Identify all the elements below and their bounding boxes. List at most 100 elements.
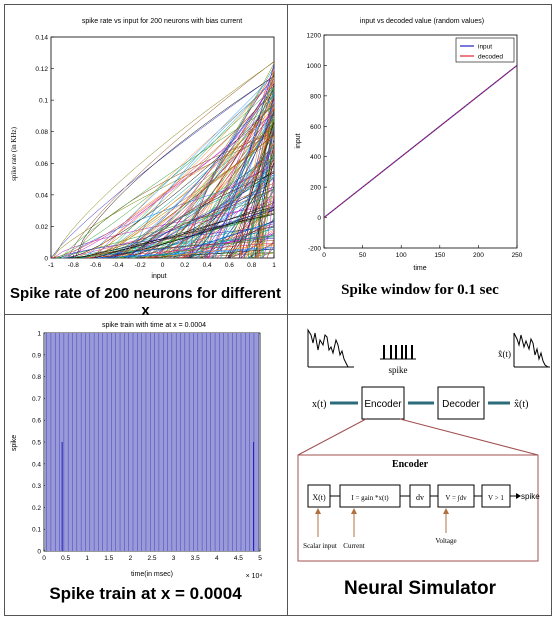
encoder-detail-box	[297, 454, 539, 562]
c1-ytick-label: 0.08	[35, 129, 48, 136]
neuron-curve	[180, 233, 275, 259]
c3-ytick-label: 0.3	[32, 483, 41, 490]
neuron-curve	[256, 118, 275, 259]
neuron-curve	[227, 132, 275, 259]
chart2-title: input vs decoded value (random values)	[360, 18, 484, 25]
block-gain-label: I = gain *x(t)	[351, 494, 389, 502]
output-signal-sketch	[513, 332, 549, 368]
caption-spike-rate: Spike rate of 200 neurons for different …	[10, 285, 281, 319]
neuron-curve	[119, 164, 275, 259]
c2-plot-frame	[323, 34, 518, 249]
c2-xtick-label: 50	[359, 252, 367, 259]
neuron-curve	[104, 112, 275, 259]
c2-ytick-label: -200	[308, 246, 321, 253]
c3-xtick-label: 5	[258, 555, 262, 562]
neuron-curve	[182, 70, 275, 259]
neuron-curve	[254, 143, 275, 259]
c3-xtick-label: 3.5	[191, 555, 200, 562]
block-dv-label: dv	[416, 493, 424, 502]
c2-xtick-label: 200	[473, 252, 484, 259]
c3-ytick-label: 0	[37, 549, 41, 556]
c1-ytick-label: 0.14	[35, 35, 48, 42]
c1-xtick-label: 0.6	[225, 262, 234, 269]
neuron-curve	[203, 104, 275, 259]
c3-xtick-label: 2	[129, 555, 133, 562]
neuron-curve	[53, 61, 275, 259]
neuron-curve	[240, 129, 275, 259]
neuron-curve	[198, 143, 275, 259]
decoder-label: Decoder	[442, 399, 480, 410]
output-xhat-label: x̂(t)	[514, 399, 528, 410]
neuron-curve	[257, 194, 275, 259]
neuron-curve	[225, 232, 275, 259]
figure-frame	[4, 4, 552, 616]
c3-xtick-label: 4.5	[234, 555, 243, 562]
c3-ytick-label: 0.5	[32, 440, 41, 447]
neuron-curve	[186, 111, 275, 259]
neuron-curve	[152, 97, 275, 259]
neuron-curve	[208, 147, 275, 259]
block-integral-label: V = ∫dv	[445, 494, 467, 502]
neuron-curve	[231, 244, 275, 259]
zoom-line-left	[297, 418, 367, 456]
neuron-curve	[117, 88, 275, 259]
neuron-curve	[267, 245, 275, 259]
neuron-curve	[76, 132, 275, 259]
c2-ytick-label: 0	[317, 215, 321, 222]
c3-xtick-label: 3	[172, 555, 176, 562]
chart3-xlabel: time(in msec)	[131, 571, 173, 578]
neuron-curve	[138, 164, 275, 259]
neuron-curve	[176, 66, 275, 259]
block-threshold-label: V > 1	[488, 494, 504, 502]
c3-xtick-label: 1	[85, 555, 89, 562]
zoom-line-right	[399, 418, 539, 456]
c1-xtick-label: -0.4	[112, 262, 124, 269]
neuron-curve	[201, 121, 275, 259]
c1-ytick-label: 0.1	[39, 98, 48, 105]
neuron-curve	[96, 112, 275, 259]
neuron-curve	[62, 104, 275, 259]
legend-label-input: input	[478, 44, 492, 51]
c1-xtick-label: 0	[161, 262, 165, 269]
c1-xtick-label: 0.8	[247, 262, 256, 269]
chart3-title: spike train with time at x = 0.0004	[102, 322, 206, 329]
neuron-curve	[76, 188, 275, 259]
input-x-label: x(t)	[312, 399, 326, 410]
neuron-curve	[233, 200, 275, 259]
spike-sketch	[380, 345, 416, 360]
neuron-curve	[175, 221, 275, 259]
neural-simulator-diagram: spike x̂(t) x(t) Encoder Decoder x̂(t) E…	[297, 328, 550, 562]
neuron-curve	[137, 172, 275, 259]
neuron-curve	[229, 96, 275, 259]
neuron-curve	[138, 78, 275, 259]
c2-xtick-label: 100	[396, 252, 407, 259]
encoder-box	[361, 386, 405, 420]
neuron-curve	[134, 156, 275, 259]
neuron-curve	[262, 184, 275, 259]
legend-box	[455, 37, 515, 63]
spike-fill	[45, 333, 259, 551]
neuron-curve	[94, 206, 275, 259]
chart3-ylabel: spike	[11, 435, 18, 451]
neuron-curve	[187, 96, 275, 259]
neuron-curve	[74, 76, 275, 259]
neuron-curve	[78, 189, 275, 259]
spike-output-label: spike	[521, 492, 540, 501]
neuron-curve	[94, 136, 275, 259]
neuron-curve	[117, 134, 275, 259]
c1-xtick-label: 0.2	[180, 262, 189, 269]
c3-ytick-label: 1	[37, 331, 41, 338]
c3-ytick-label: 0.4	[32, 461, 41, 468]
neuron-curve	[258, 147, 275, 259]
output-signal-label: x̂(t)	[498, 349, 511, 359]
neuron-curve	[125, 83, 275, 259]
c3-xtick-label: 0	[42, 555, 46, 562]
c3-ytick-label: 0.2	[32, 505, 41, 512]
neuron-curve	[101, 78, 275, 259]
neuron-curve	[94, 113, 275, 259]
c3-xtick-label: 2.5	[147, 555, 156, 562]
input-decoded-chart: input vs decoded value (random values) 0…	[295, 18, 523, 272]
neuron-curve	[145, 243, 275, 259]
neuron-curve	[60, 105, 275, 259]
c2-ytick-label: 600	[310, 124, 321, 131]
